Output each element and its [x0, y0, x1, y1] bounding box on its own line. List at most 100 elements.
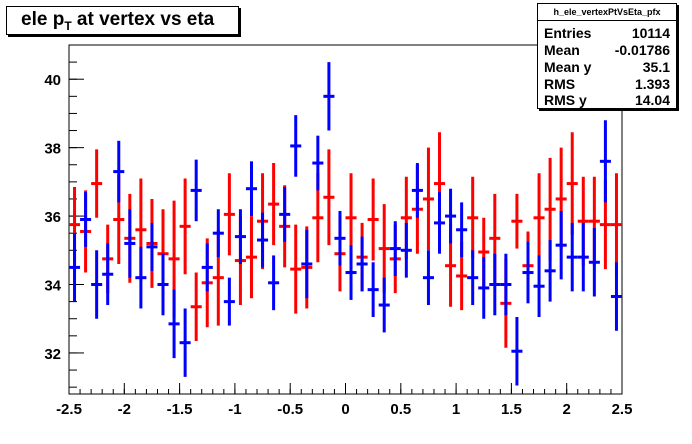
stats-key: RMS — [544, 76, 576, 92]
title-subscript: T — [64, 18, 72, 33]
blue-data-point — [400, 222, 412, 278]
blue-data-point — [69, 233, 81, 302]
x-tick-label: -2 — [118, 401, 131, 418]
blue-data-point — [312, 135, 324, 191]
blue-data-point — [467, 250, 479, 306]
stats-key: RMS y — [544, 92, 587, 108]
y-tick-label: 32 — [44, 346, 61, 363]
blue-data-point — [588, 228, 600, 297]
blue-data-point — [610, 262, 622, 331]
blue-data-point — [257, 212, 269, 268]
blue-data-point — [389, 221, 401, 276]
blue-data-point — [544, 240, 556, 302]
blue-data-point — [456, 202, 468, 258]
red-data-point — [422, 147, 434, 251]
blue-data-point — [334, 210, 346, 266]
blue-data-point — [345, 245, 357, 300]
blue-data-point — [179, 308, 191, 377]
blue-data-point — [577, 222, 589, 292]
stats-row-rms-y: RMS y 14.04 — [544, 91, 670, 109]
blue-data-point — [555, 210, 567, 280]
stats-value: 14.04 — [634, 92, 670, 108]
red-data-point — [367, 178, 379, 261]
stats-histogram-name: h_ele_vertexPtVsEta_pfx — [538, 4, 676, 21]
blue-data-point — [478, 257, 490, 319]
blue-data-point — [91, 250, 103, 319]
blue-data-point — [245, 161, 258, 217]
blue-data-point — [146, 222, 158, 271]
red-data-point — [290, 224, 302, 314]
stats-value: -0.01786 — [614, 42, 670, 58]
blue-data-point — [223, 277, 235, 326]
red-data-point — [245, 216, 258, 299]
red-data-point — [533, 173, 545, 263]
blue-data-point — [113, 140, 125, 203]
x-tick-label: -1.5 — [167, 401, 193, 418]
red-data-point — [511, 193, 523, 249]
stats-row-mean: Mean -0.01786 — [544, 41, 670, 59]
blue-data-point — [445, 188, 457, 244]
blue-data-point — [135, 246, 147, 309]
blue-data-point — [290, 115, 302, 177]
blue-data-point — [279, 186, 291, 242]
stats-box: h_ele_vertexPtVsEta_pfx Entries 10114 Me… — [537, 3, 677, 109]
x-tick-label: -2.5 — [56, 401, 82, 418]
x-tick-label: 1 — [452, 401, 460, 418]
y-tick-label: 34 — [44, 278, 61, 295]
stats-value: 10114 — [631, 25, 670, 41]
blue-data-point — [500, 253, 512, 316]
axis-ticks: -2.5 -2 -1.5 -1 -0.5 0 0.5 1 1.5 2 2.5 32 34 36 38 40 — [44, 44, 633, 418]
stats-row-mean-y: Mean y 35.1 — [544, 58, 670, 76]
blue-data-point — [301, 229, 313, 299]
blue-data-point — [102, 243, 114, 306]
x-tick-label: 2.5 — [612, 401, 633, 418]
blue-data-point — [212, 209, 224, 258]
x-tick-label: 0.5 — [390, 401, 411, 418]
blue-data-point — [522, 241, 534, 304]
blue-data-point — [489, 253, 501, 316]
stats-key: Mean y — [544, 59, 592, 75]
stats-value: 35.1 — [642, 59, 670, 75]
stats-row-entries: Entries 10114 — [544, 24, 670, 42]
blue-data-point — [533, 255, 545, 318]
blue-data-point — [190, 159, 202, 222]
blue-data-point — [124, 209, 136, 278]
x-tick-label: 2 — [563, 401, 571, 418]
stats-key: Mean — [544, 42, 580, 58]
red-data-point — [91, 149, 103, 218]
stats-row-rms: RMS 1.393 — [544, 75, 670, 93]
blue-data-point — [168, 289, 180, 359]
blue-data-point — [80, 192, 92, 247]
x-tick-label: 1.5 — [501, 401, 522, 418]
blue-data-point — [433, 192, 446, 254]
red-data-point — [323, 149, 335, 246]
title-main: ele p — [21, 9, 65, 30]
blue-data-point — [201, 243, 213, 292]
y-tick-label: 38 — [44, 141, 61, 158]
red-data-point — [223, 173, 235, 256]
blue-data-point — [378, 277, 390, 333]
stats-key: Entries — [544, 25, 592, 41]
y-tick-label: 40 — [44, 72, 61, 89]
blue-data-point — [367, 262, 379, 318]
red-data-point — [190, 272, 202, 341]
red-data-point — [268, 163, 280, 246]
blue-data-point — [356, 236, 368, 292]
y-tick-label: 36 — [44, 209, 61, 226]
title-rest: at vertex vs eta — [71, 9, 215, 30]
x-tick-label: -0.5 — [277, 401, 303, 418]
stats-value: 1.393 — [634, 76, 670, 92]
red-data-point — [179, 178, 191, 275]
blue-data-point — [566, 222, 578, 292]
blue-data-point — [157, 253, 169, 316]
series-blue — [69, 62, 622, 386]
blue-data-point — [511, 317, 523, 386]
x-tick-label: -1 — [228, 401, 241, 418]
x-tick-label: 0 — [341, 401, 349, 418]
title-box: ele pT at vertex vs eta — [6, 6, 239, 35]
red-data-point — [610, 173, 622, 276]
red-data-point — [467, 176, 479, 259]
chart-title: ele pT at vertex vs eta — [21, 9, 214, 33]
blue-data-point — [422, 250, 434, 306]
